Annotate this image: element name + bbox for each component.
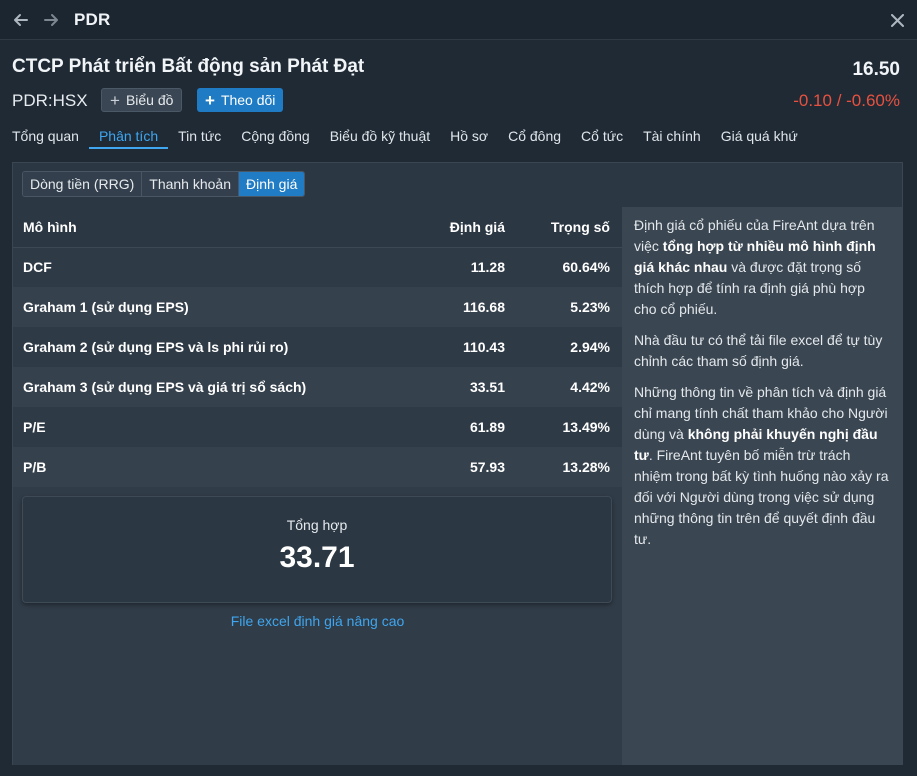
valuation-section: Mô hình Định giá Trọng số DCF 11.28 60.6… (13, 207, 622, 765)
table-row: P/E 61.89 13.49% (13, 407, 622, 447)
model-name: Graham 2 (sử dụng EPS và ls phi rủi ro) (13, 327, 413, 367)
tab-shareholders[interactable]: Cổ đông (508, 128, 562, 144)
table-row: Graham 1 (sử dụng EPS) 116.68 5.23% (13, 287, 622, 327)
notes-text: và được đặt trọng số thích hợp để tính r… (634, 259, 865, 317)
tab-news[interactable]: Tin tức (178, 128, 222, 144)
model-weight: 60.64% (505, 247, 622, 287)
notes-text: Định giá cổ phiếu của FireAnt dựa trên v… (634, 217, 875, 254)
notes-paragraph: Những thông tin về phân tích và định giá… (634, 382, 891, 550)
model-value: 57.93 (413, 447, 505, 487)
tab-price-history[interactable]: Giá quá khứ (720, 128, 798, 144)
forward-button[interactable] (40, 9, 62, 31)
analysis-panel: Dòng tiền (RRG) Thanh khoản Định giá Mô … (12, 162, 903, 765)
tab-community[interactable]: Cộng đồng (241, 128, 310, 144)
tab-financials[interactable]: Tài chính (643, 128, 701, 144)
model-name: DCF (13, 247, 413, 287)
arrow-left-icon (14, 13, 28, 26)
model-name: P/E (13, 407, 413, 447)
ticker-symbol: PDR:HSX (12, 91, 88, 110)
subtab-valuation[interactable]: Định giá (239, 172, 305, 196)
window-titlebar: PDR (0, 0, 917, 40)
model-value: 61.89 (413, 407, 505, 447)
notes-paragraph: Nhà đầu tư có thể tải file excel để tự t… (634, 330, 891, 372)
close-button[interactable] (887, 10, 907, 30)
model-value: 116.68 (413, 287, 505, 327)
tab-analysis[interactable]: Phân tích (88, 128, 169, 149)
close-icon (890, 13, 904, 27)
chart-button[interactable]: + Biểu đồ (101, 88, 183, 112)
table-row: Graham 3 (sử dụng EPS và giá trị sổ sách… (13, 367, 622, 407)
notes-text: Những thông tin về phân tích và định giá… (634, 384, 888, 442)
table-header-row: Mô hình Định giá Trọng số (13, 207, 622, 248)
column-header-weight: Trọng số (505, 207, 622, 248)
notes-text: . FireAnt tuyên bố miễn trừ trách nhiệm … (634, 447, 889, 547)
model-weight: 5.23% (505, 287, 622, 327)
company-name: CTCP Phát triển Bất động sản Phát Đạt (12, 56, 365, 77)
model-weight: 13.49% (505, 407, 622, 447)
summary-card: Tổng hợp 33.71 (22, 496, 612, 603)
model-weight: 2.94% (505, 327, 622, 367)
chart-button-label: Biểu đồ (125, 92, 174, 108)
tab-dividends[interactable]: Cổ tức (581, 128, 624, 144)
model-weight: 4.42% (505, 367, 622, 407)
model-value: 11.28 (413, 247, 505, 287)
notes-bold-text: tổng hợp từ nhiều mô hình định giá khác … (634, 238, 876, 275)
model-value: 33.51 (413, 367, 505, 407)
tab-profile[interactable]: Hồ sơ (450, 128, 489, 144)
column-header-value: Định giá (413, 207, 505, 248)
summary-value: 33.71 (279, 541, 355, 574)
follow-button-label: Theo dõi (220, 92, 276, 108)
table-row: DCF 11.28 60.64% (13, 247, 622, 287)
main-tabs: Tổng quan Phân tích Tin tức Cộng đồng Bi… (12, 128, 808, 149)
valuation-table: Mô hình Định giá Trọng số DCF 11.28 60.6… (13, 207, 622, 487)
table-row: P/B 57.93 13.28% (13, 447, 622, 487)
price-change: -0.10 / -0.60% (793, 91, 900, 110)
plus-icon: + (205, 90, 215, 110)
model-name: P/B (13, 447, 413, 487)
tab-technical-chart[interactable]: Biểu đồ kỹ thuật (329, 128, 431, 144)
notes-text: Nhà đầu tư có thể tải file excel để tự t… (634, 332, 883, 369)
window-title: PDR (74, 9, 111, 29)
tab-overview[interactable]: Tổng quan (12, 128, 79, 144)
model-name: Graham 1 (sử dụng EPS) (13, 287, 413, 327)
notes-bold-text: không phải khuyến nghị đầu tư (634, 426, 878, 463)
column-header-model: Mô hình (13, 207, 413, 248)
model-weight: 13.28% (505, 447, 622, 487)
model-value: 110.43 (413, 327, 505, 367)
back-button[interactable] (10, 9, 32, 31)
summary-label: Tổng hợp (286, 517, 348, 533)
plus-icon: + (110, 90, 120, 110)
stock-price: 16.50 (852, 59, 900, 80)
model-name: Graham 3 (sử dụng EPS và giá trị sổ sách… (13, 367, 413, 407)
notes-paragraph: Định giá cổ phiếu của FireAnt dựa trên v… (634, 215, 891, 320)
table-row: Graham 2 (sử dụng EPS và ls phi rủi ro) … (13, 327, 622, 367)
excel-download-link[interactable]: File excel định giá nâng cao (230, 613, 405, 629)
valuation-notes: Định giá cổ phiếu của FireAnt dựa trên v… (622, 207, 903, 765)
subtab-liquidity[interactable]: Thanh khoản (142, 172, 239, 196)
subtab-rrg[interactable]: Dòng tiền (RRG) (23, 172, 143, 196)
follow-button[interactable]: + Theo dõi (197, 88, 284, 112)
analysis-subtabs: Dòng tiền (RRG) Thanh khoản Định giá (22, 171, 306, 197)
arrow-right-icon (44, 13, 58, 26)
